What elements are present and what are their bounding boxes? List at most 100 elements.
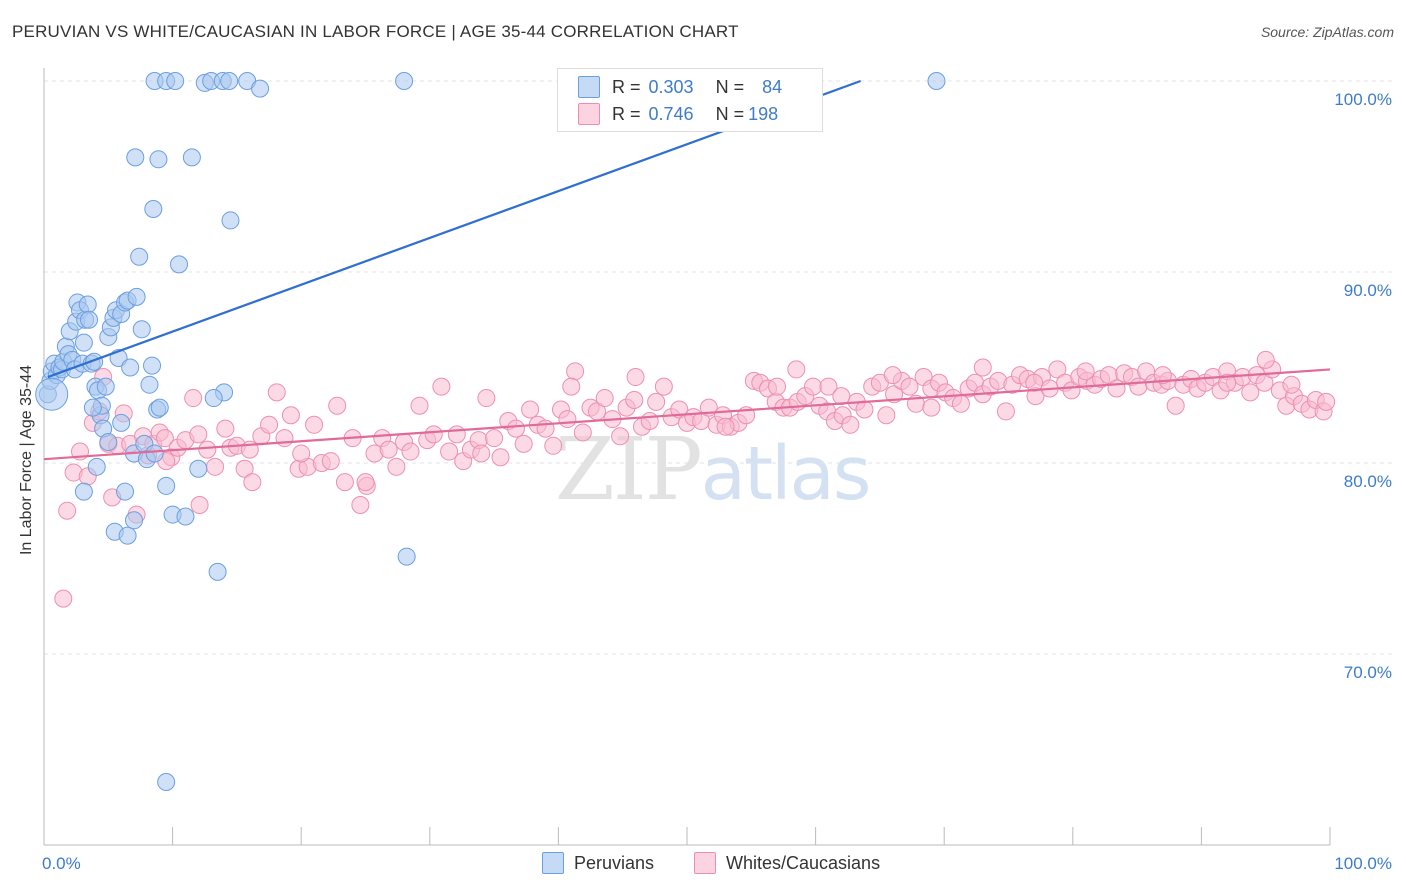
point-whites (841, 415, 860, 434)
legend-r-label: R = (612, 103, 641, 124)
point-peruvians (116, 482, 135, 501)
legend-item-whites[interactable]: Whites/Caucasians (694, 852, 880, 874)
point-whites (447, 425, 466, 444)
tick-labels: 70.0% 80.0% 90.0% 100.0% 0.0% 100.0% (42, 90, 1392, 873)
point-whites (819, 377, 838, 396)
point-peruvians (204, 389, 223, 408)
point-peruvians (166, 72, 185, 90)
point-whites (155, 429, 174, 448)
point-whites (1153, 366, 1172, 385)
point-whites (883, 366, 902, 385)
point-whites (184, 389, 203, 408)
legend-row-whites: R = 0.746 N = 198 (578, 102, 782, 126)
point-whites (267, 383, 286, 402)
point-whites (1107, 379, 1126, 398)
point-whites (477, 389, 496, 408)
x-tick-label: 100.0% (1334, 854, 1392, 873)
point-whites (54, 589, 73, 608)
point-whites (1076, 362, 1095, 381)
y-tick-label: 100.0% (1334, 90, 1392, 109)
point-whites (189, 425, 208, 444)
point-whites (305, 415, 324, 434)
point-whites (275, 429, 294, 448)
source-label: Source: ZipAtlas.com (1260, 24, 1394, 40)
point-peruvians (118, 526, 137, 545)
point-peruvians (149, 150, 168, 169)
point-peruvians (176, 507, 195, 526)
point-whites (1129, 377, 1148, 396)
point-whites (804, 377, 823, 396)
point-whites (1025, 373, 1044, 392)
legend-n-value: 198 (748, 103, 779, 124)
point-whites (625, 390, 644, 409)
point-peruvians (927, 72, 946, 90)
point-whites (1256, 350, 1275, 369)
point-whites (216, 419, 235, 438)
legend-swatch-whites (578, 103, 600, 125)
point-whites (335, 473, 354, 492)
point-whites (832, 387, 851, 406)
point-whites (1166, 396, 1185, 415)
point-whites (640, 411, 659, 430)
point-whites (951, 394, 970, 413)
point-whites (521, 400, 540, 419)
point-whites (328, 396, 347, 415)
point-peruvians (126, 148, 145, 167)
point-peruvians (189, 459, 208, 478)
point-whites (558, 410, 577, 429)
point-whites (206, 457, 225, 476)
point-peruvians (144, 199, 163, 218)
series-legend: Peruvians Whites/Caucasians (0, 852, 1406, 876)
point-whites (768, 377, 787, 396)
point-whites (1241, 383, 1260, 402)
point-peruvians (132, 320, 151, 339)
legend-label-whites: Whites/Caucasians (726, 852, 881, 873)
point-peruvians (121, 358, 140, 377)
x-tick-label: 0.0% (42, 854, 81, 873)
point-peruvians (220, 72, 239, 90)
chart-title: PERUVIAN VS WHITE/CAUCASIAN IN LABOR FOR… (12, 22, 739, 41)
trend-line-whites (43, 368, 1331, 461)
point-peruvians (251, 79, 270, 98)
point-peruvians (140, 375, 159, 394)
point-whites (787, 360, 806, 379)
point-peruvians (80, 310, 99, 329)
point-whites (611, 427, 630, 446)
point-whites (973, 358, 992, 377)
point-peruvians (397, 547, 416, 566)
point-whites (922, 398, 941, 417)
point-whites (432, 377, 451, 396)
point-peruvians (96, 377, 115, 396)
point-whites (562, 377, 581, 396)
point-whites (485, 429, 504, 448)
legend-n-label: N = (715, 76, 745, 97)
point-whites (566, 362, 585, 381)
point-whites (260, 415, 279, 434)
point-whites (440, 442, 459, 461)
y-tick-label: 80.0% (1344, 472, 1392, 491)
point-peruvians (182, 148, 201, 167)
legend-swatch-whites (694, 852, 716, 874)
point-peruvians (157, 476, 176, 495)
legend-r-label: R = (612, 76, 641, 97)
data-points (35, 72, 1336, 791)
point-whites (626, 368, 645, 387)
point-peruvians (150, 398, 169, 417)
point-peruvians (83, 398, 102, 417)
point-whites (356, 473, 375, 492)
y-axis-label: In Labor Force | Age 35-44 (18, 364, 35, 556)
legend-item-peruvians[interactable]: Peruvians (542, 852, 654, 874)
point-peruvians (78, 295, 97, 314)
point-whites (595, 389, 614, 408)
axes (43, 68, 1331, 846)
point-whites (190, 496, 209, 515)
point-whites (716, 417, 735, 436)
point-whites (573, 423, 592, 442)
point-whites (243, 473, 262, 492)
legend-swatch-peruvians (578, 76, 600, 98)
point-whites (514, 434, 533, 453)
legend-row-peruvians: R = 0.303 N = 84 (578, 75, 786, 99)
point-whites (281, 406, 300, 425)
point-whites (1048, 360, 1067, 379)
point-peruvians (127, 287, 146, 306)
